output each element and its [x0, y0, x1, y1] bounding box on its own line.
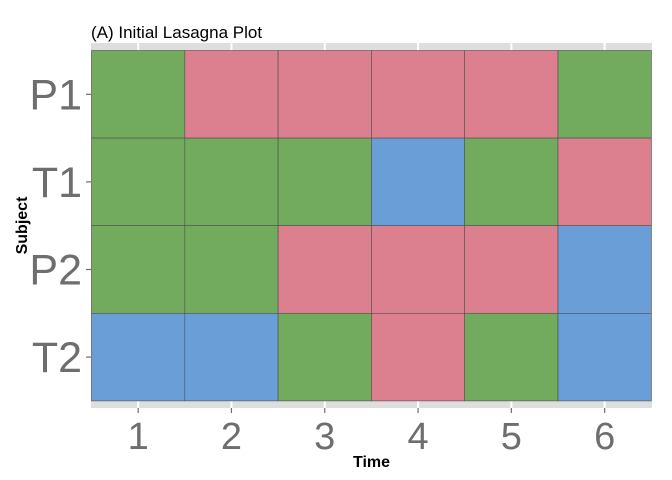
- heatmap-cell: [184, 312, 279, 402]
- heatmap-cell: [557, 225, 652, 314]
- heatmap-cell: [277, 137, 372, 227]
- x-axis: 1 2 3 4 5 6: [128, 408, 615, 458]
- heatmap-cell: [557, 312, 652, 402]
- heatmap-cell: [184, 225, 279, 314]
- heatmap-cell: [184, 50, 279, 139]
- y-tick-label: T1: [32, 159, 82, 207]
- heatmap-cell: [371, 225, 465, 314]
- y-tick-label: P2: [29, 247, 82, 295]
- heatmap-cell: [464, 137, 559, 227]
- y-axis-label: Subject: [14, 196, 31, 254]
- x-axis-label: Time: [353, 454, 390, 471]
- heatmap-cell: [371, 312, 465, 402]
- x-tick-label: 5: [501, 416, 522, 458]
- heatmap-cell: [464, 50, 559, 139]
- heatmap-cell: [277, 50, 372, 139]
- heatmap-cell: [277, 312, 372, 402]
- heatmap-cell: [184, 137, 279, 227]
- heatmap-cell: [371, 137, 465, 227]
- y-tick-label: P1: [29, 71, 82, 119]
- x-tick-label: 4: [407, 416, 428, 458]
- y-axis: P1 T1 P2 T2: [29, 71, 91, 382]
- heatmap-cell: [371, 50, 465, 139]
- heatmap-cell: [91, 225, 186, 314]
- x-tick-label: 1: [128, 416, 149, 458]
- x-tick-label: 3: [314, 416, 335, 458]
- heatmap-cell: [464, 312, 559, 402]
- heatmap-cell: [557, 137, 652, 227]
- heatmap-cell: [91, 137, 186, 227]
- x-tick-label: 2: [221, 416, 242, 458]
- chart-title: (A) Initial Lasagna Plot: [91, 23, 262, 42]
- x-tick-label: 6: [594, 416, 615, 458]
- heatmap-cell: [464, 225, 559, 314]
- heatmap-cell: [557, 50, 652, 139]
- y-tick-label: T2: [32, 334, 82, 382]
- heatmap-cells: [91, 50, 652, 402]
- heatmap-cell: [277, 225, 372, 314]
- heatmap-cell: [91, 312, 186, 402]
- heatmap-cell: [91, 50, 186, 139]
